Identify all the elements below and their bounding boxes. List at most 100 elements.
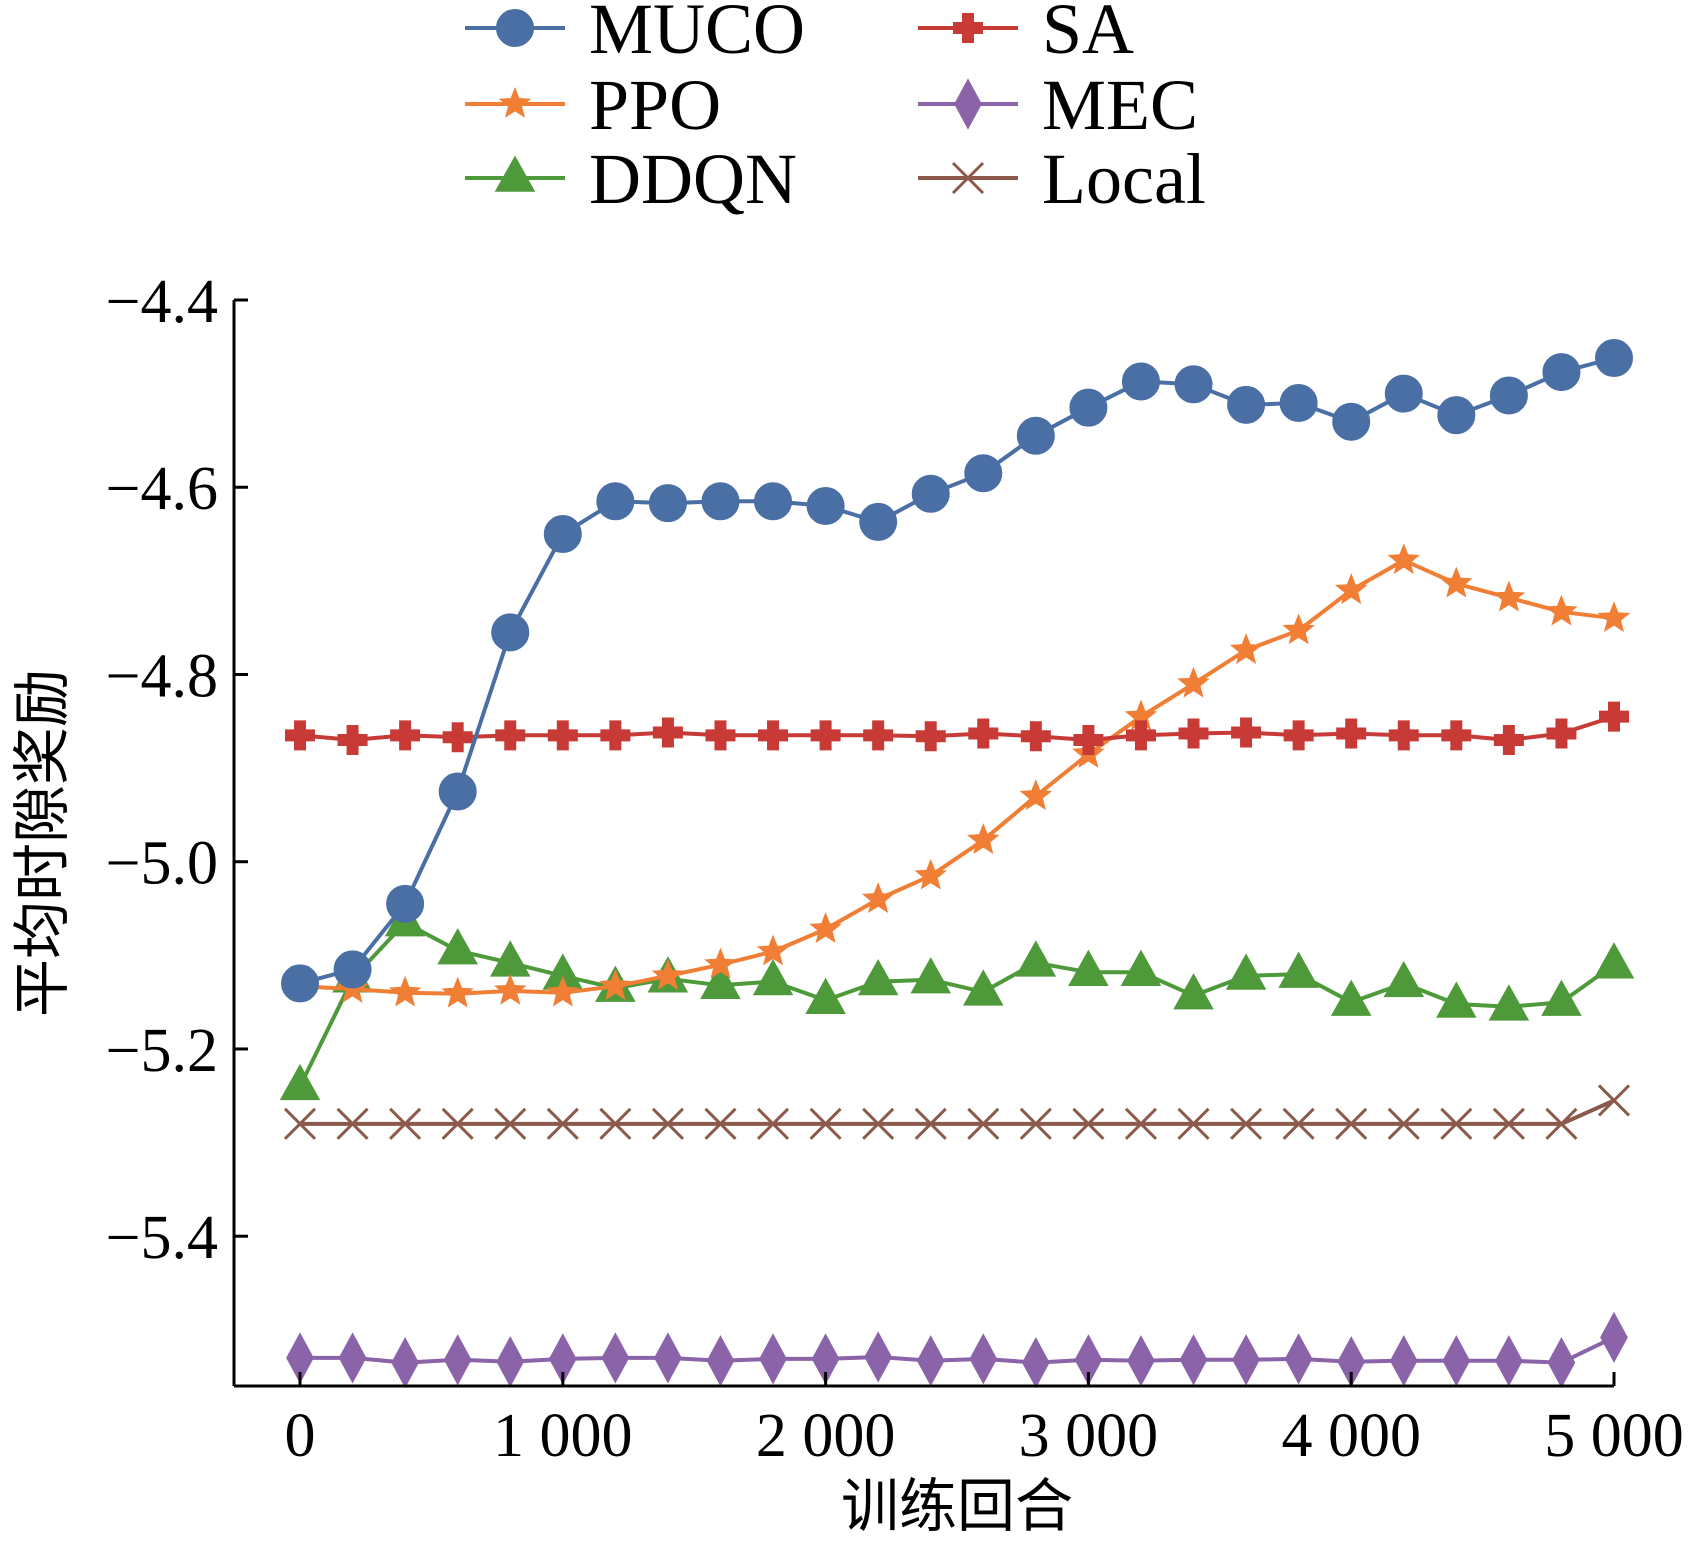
data-point-mec	[1284, 1333, 1313, 1385]
data-point-local	[1387, 1107, 1420, 1140]
data-point-sa	[758, 720, 789, 751]
data-point-local	[1335, 1107, 1368, 1140]
data-point-local	[862, 1107, 895, 1140]
data-point-ddqn	[279, 1063, 321, 1101]
data-point-muco	[1332, 402, 1371, 441]
data-point-muco	[1542, 353, 1581, 392]
data-point-ddqn	[1541, 979, 1582, 1016]
data-point-local	[1492, 1107, 1525, 1140]
data-point-sa	[1493, 725, 1524, 756]
data-point-mec	[969, 1333, 998, 1385]
data-point-muco	[1279, 383, 1318, 422]
data-point-ddqn	[1278, 951, 1319, 988]
y-tick-label: −4.4	[106, 268, 218, 336]
data-point-ddqn	[1225, 953, 1267, 990]
data-point-ddqn	[1015, 940, 1057, 977]
data-point-ddqn	[700, 962, 741, 1000]
data-point-mec	[601, 1332, 630, 1384]
data-point-muco	[596, 482, 635, 521]
x-tick-label: 4 000	[1281, 1402, 1421, 1470]
series-line-muco	[299, 356, 1615, 986]
data-point-sa	[863, 720, 894, 751]
data-point-mec	[706, 1335, 735, 1387]
data-point-local	[336, 1107, 369, 1140]
data-point-ddqn	[1488, 984, 1530, 1021]
data-point-mec	[443, 1334, 472, 1386]
y-tick-label: −4.8	[106, 642, 218, 710]
data-point-mec	[916, 1335, 945, 1387]
data-point-ppo	[756, 934, 790, 966]
data-point-ddqn	[1330, 979, 1372, 1016]
data-point-sa	[390, 720, 421, 751]
data-point-ddqn	[1383, 960, 1425, 998]
data-point-local	[1230, 1107, 1263, 1140]
data-point-sa	[705, 720, 736, 751]
x-tick-label: 0	[285, 1402, 316, 1470]
data-point-ppo	[1019, 779, 1053, 810]
y-ticks: −4.4 −4.6 −4.8 −5.0 −5.2 −5.4	[106, 268, 248, 1272]
legend-marker	[496, 9, 534, 47]
data-point-sa	[337, 725, 368, 756]
data-point-ddqn	[857, 959, 899, 996]
data-point-sa	[1020, 721, 1051, 752]
series-ddqn	[279, 900, 1635, 1101]
data-point-muco	[281, 964, 319, 1003]
data-point-local	[914, 1107, 947, 1140]
data-point-mec	[1495, 1335, 1523, 1387]
data-point-local	[546, 1107, 579, 1140]
data-point-muco	[1489, 376, 1528, 415]
data-point-sa	[1125, 720, 1156, 751]
data-point-muco	[1437, 396, 1476, 435]
data-point-sa	[1231, 717, 1262, 748]
data-point-muco	[911, 474, 950, 513]
x-tick-label: 3 000	[1019, 1402, 1159, 1470]
legend-marker	[498, 86, 532, 118]
y-tick-label: −4.6	[106, 455, 218, 523]
data-point-local	[441, 1107, 474, 1140]
data-point-ppo	[1177, 666, 1210, 698]
data-point-ddqn	[805, 977, 846, 1015]
data-point-ppo	[1229, 633, 1263, 664]
data-point-sa	[652, 717, 683, 748]
data-point-mec	[338, 1332, 367, 1384]
legend-entry-ppo: PPO	[465, 65, 721, 145]
data-point-muco	[806, 486, 845, 525]
plot-area	[279, 339, 1635, 1389]
data-point-local	[1177, 1107, 1210, 1140]
data-point-ddqn	[910, 957, 951, 994]
legend-entry-sa: SA	[918, 0, 1134, 69]
legend-marker	[953, 13, 983, 43]
data-point-sa	[1073, 725, 1104, 756]
data-point-mec	[654, 1332, 682, 1384]
data-point-muco	[1595, 339, 1633, 378]
data-point-muco	[648, 484, 687, 523]
legend-marker	[951, 161, 985, 195]
data-point-sa	[1336, 718, 1367, 749]
data-point-mec	[759, 1333, 787, 1385]
data-point-sa	[1441, 720, 1472, 751]
legend-entry-ddqn: DDQN	[465, 139, 797, 219]
legend-label: MEC	[1042, 65, 1198, 145]
data-point-sa	[547, 720, 578, 751]
data-point-sa	[600, 720, 631, 751]
x-tick-label: 1 000	[493, 1402, 633, 1470]
data-point-ppo	[1597, 601, 1631, 633]
legend-label: PPO	[589, 65, 721, 145]
series-line-ddqn	[298, 920, 1616, 1088]
series-line-mec	[300, 1335, 1615, 1365]
series-layer	[279, 339, 1635, 1389]
data-point-mec	[391, 1337, 419, 1389]
data-point-local	[1545, 1107, 1578, 1140]
data-point-ppo	[546, 975, 580, 1007]
series-line-local	[300, 1098, 1615, 1126]
y-axis-label: 平均时隙奖励	[8, 669, 76, 1017]
data-point-ppo	[599, 969, 632, 1001]
data-point-muco	[1121, 362, 1160, 401]
data-point-ppo	[1545, 594, 1578, 626]
data-point-local	[1597, 1084, 1631, 1117]
x-axis-label: 训练回合	[841, 1472, 1073, 1540]
data-point-ddqn	[963, 969, 1004, 1006]
data-point-local	[1019, 1107, 1052, 1140]
data-point-ddqn	[752, 959, 794, 996]
